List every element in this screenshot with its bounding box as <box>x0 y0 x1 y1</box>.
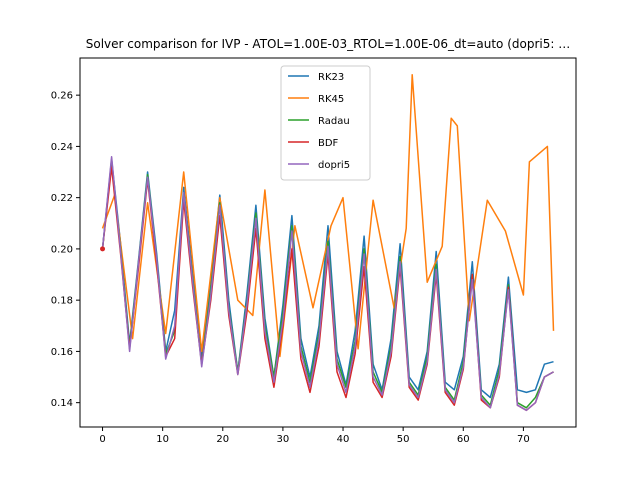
y-tick-label: 0.16 <box>51 347 73 358</box>
x-tick-label: 70 <box>517 434 530 445</box>
series-line-rk23 <box>101 158 554 399</box>
y-tick-label: 0.14 <box>51 398 73 409</box>
x-tick-label: 50 <box>397 434 410 445</box>
y-tick-label: 0.18 <box>51 296 73 307</box>
x-tick-label: 30 <box>277 434 290 445</box>
series-line-radau <box>101 161 554 409</box>
y-tick-label: 0.20 <box>51 244 73 255</box>
y-tick-label: 0.22 <box>51 193 73 204</box>
x-tick-label: 10 <box>156 434 169 445</box>
initial-point-marker <box>100 246 106 252</box>
x-tick-label: 20 <box>216 434 229 445</box>
legend-label-radau: Radau <box>318 116 350 127</box>
x-tick-label: 60 <box>457 434 470 445</box>
y-tick-label: 0.24 <box>51 142 73 153</box>
x-tick-label: 0 <box>99 434 105 445</box>
axes-frame <box>79 57 577 428</box>
series-line-dopri5 <box>101 155 554 412</box>
legend-label-rk45: RK45 <box>318 94 344 105</box>
chart-title: Solver comparison for IVP - ATOL=1.00E-0… <box>86 37 570 51</box>
series-line-rk45 <box>101 73 555 358</box>
x-tick-label: 40 <box>337 434 350 445</box>
legend-box <box>280 65 371 181</box>
legend: RK23 RK45 Radau BDF dopri5 <box>280 65 371 181</box>
y-tick-label: 0.26 <box>51 91 73 102</box>
legend-label-bdf: BDF <box>318 138 339 149</box>
legend-label-dopri5: dopri5 <box>318 160 350 171</box>
legend-label-rk23: RK23 <box>318 72 344 83</box>
